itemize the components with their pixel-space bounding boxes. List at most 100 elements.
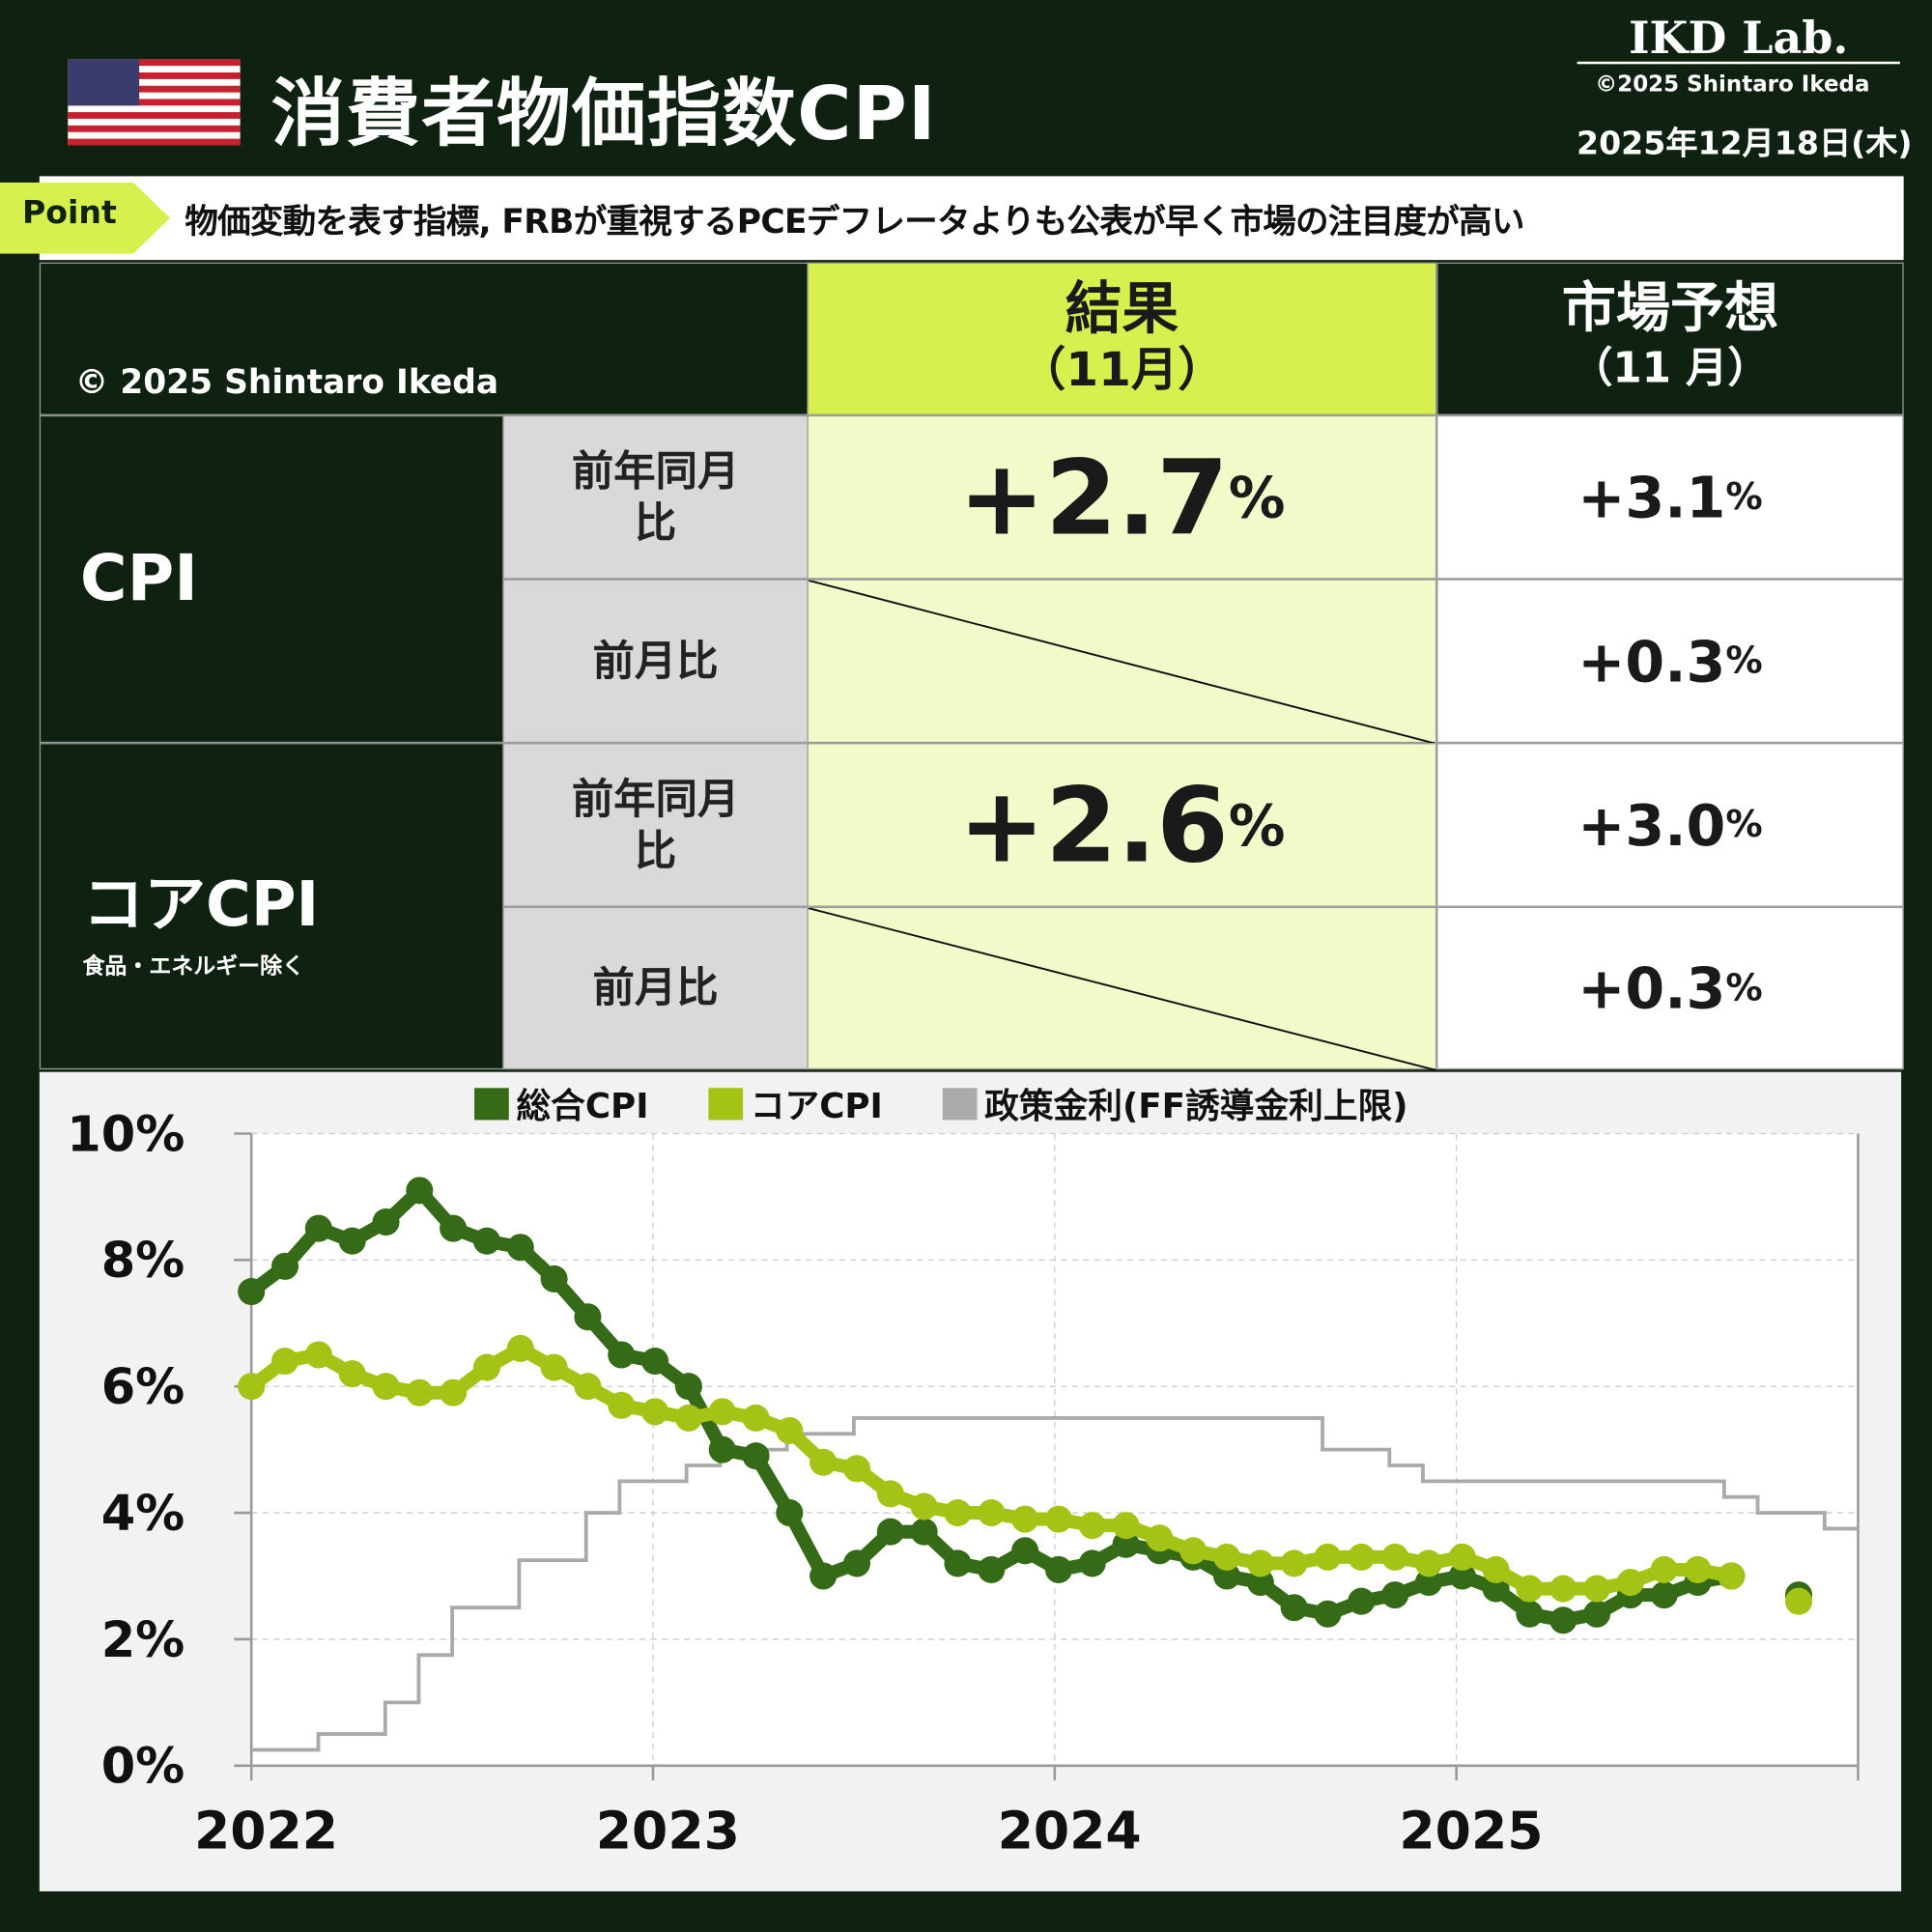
cpi-yoy-result-value: +2.7 (958, 437, 1229, 558)
release-date: 2025年12月18日(木) (1577, 126, 1913, 163)
cpi-yoy-label: 前年同月比 (502, 414, 809, 580)
core-cpi-point (372, 1373, 400, 1401)
headline-cpi-point (742, 1442, 770, 1470)
x-tick-label: 2025 (1399, 1800, 1543, 1861)
headline-cpi-point (238, 1278, 266, 1306)
headline-cpi-point (1448, 1562, 1476, 1590)
diagonal-line (808, 580, 1438, 745)
headline-cpi-point (1246, 1569, 1274, 1597)
core-cpi-point (1482, 1555, 1510, 1583)
headline-cpi-point (1414, 1569, 1442, 1597)
core-cpi-point (1044, 1505, 1072, 1533)
headline-cpi-point (1482, 1575, 1510, 1603)
headline-cpi-point (708, 1435, 736, 1463)
unit: % (1725, 803, 1763, 847)
core-cpi-point (978, 1499, 1006, 1527)
core-cpi-point (1616, 1569, 1644, 1597)
core-cpi-point (1414, 1549, 1442, 1577)
core-yoy-forecast-value: +3.0 (1577, 791, 1726, 859)
us-flag-icon (68, 59, 241, 146)
core-cpi-point (540, 1353, 568, 1381)
core-mom-result-empty (807, 906, 1438, 1071)
headline-cpi-point (842, 1549, 871, 1577)
core-cpi-point (1718, 1562, 1746, 1590)
result-header-sub: （11月） (1018, 342, 1225, 397)
y-tick-label: 8% (101, 1233, 185, 1290)
x-tick-label: 2024 (998, 1800, 1142, 1861)
cpi-mom-label: 前月比 (502, 579, 809, 744)
core-cpi-point (708, 1398, 736, 1426)
x-tick-label: 2022 (194, 1800, 338, 1861)
headline-cpi-point (910, 1518, 938, 1546)
core-cpi-point (1784, 1587, 1813, 1615)
core-cpi-point (1650, 1555, 1678, 1583)
headline-cpi-point (608, 1341, 636, 1369)
result-header-label: 結果 (1065, 274, 1179, 342)
headline-cpi-point (674, 1373, 702, 1401)
core-mom-forecast-value: +0.3 (1577, 954, 1726, 1022)
x-tick-label: 2023 (596, 1800, 740, 1861)
legend-label: 政策金利(FF誘導金利上限) (984, 1087, 1407, 1126)
core-cpi-point (810, 1448, 838, 1476)
core-cpi-point (1348, 1543, 1376, 1571)
y-tick-label: 0% (101, 1739, 185, 1796)
headline-cpi-point (1516, 1600, 1544, 1628)
cpi-mom-forecast: +0.3% (1436, 579, 1904, 744)
core-group-label: コアCPI 食品・エネルギー除く (39, 743, 504, 1070)
headline-cpi-point (776, 1499, 804, 1527)
cpi-mom-result-empty (807, 579, 1438, 745)
headline-cpi-point (1583, 1600, 1611, 1628)
headline-cpi-point (1348, 1587, 1376, 1615)
unit: % (1228, 464, 1286, 531)
headline-cpi-point (810, 1562, 838, 1590)
core-yoy-result-value: +2.6 (958, 764, 1229, 886)
legend-label: 総合CPI (516, 1087, 648, 1126)
core-cpi-point (1112, 1512, 1140, 1540)
core-cpi-point (1078, 1512, 1106, 1540)
core-cpi-point (641, 1398, 669, 1426)
result-header: 結果 （11月） (807, 262, 1437, 415)
core-cpi-point (776, 1416, 804, 1445)
headline-cpi-point (876, 1518, 904, 1546)
core-yoy-result: +2.6% (807, 743, 1437, 907)
headline-cpi-point (574, 1303, 602, 1331)
headline-cpi-point (472, 1227, 500, 1255)
cpi-mom-forecast-value: +0.3 (1577, 627, 1726, 695)
core-cpi-point (1212, 1543, 1241, 1571)
headline-cpi-point (641, 1347, 669, 1376)
headline-cpi-point (270, 1252, 299, 1280)
core-cpi-point (506, 1334, 534, 1362)
core-cpi-point (608, 1391, 636, 1419)
point-text: 物価変動を表す指標, FRBが重視するPCEデフレータよりも公表が早く市場の注目… (185, 203, 1524, 242)
point-bar (39, 176, 1904, 261)
y-tick-label: 4% (101, 1486, 185, 1543)
core-cpi-point (1448, 1543, 1476, 1571)
headline-cpi-point (440, 1214, 468, 1242)
unit: % (1725, 475, 1763, 519)
diagonal-line (808, 908, 1438, 1071)
core-cpi-point (574, 1373, 602, 1401)
point-tag: Point (0, 182, 171, 254)
headline-cpi-point (1212, 1562, 1241, 1590)
legend-swatch (708, 1088, 744, 1121)
headline-cpi-point (304, 1214, 332, 1242)
core-cpi-point (1549, 1575, 1577, 1603)
forecast-header-sub: （11 月） (1571, 343, 1770, 393)
headline-cpi-point (406, 1177, 434, 1205)
y-tick-label: 10% (67, 1106, 185, 1163)
y-tick-label: 6% (101, 1359, 185, 1416)
core-cpi-point (1381, 1543, 1409, 1571)
core-mom-forecast: +0.3% (1436, 906, 1904, 1070)
core-cpi-point (1684, 1555, 1712, 1583)
headline-cpi-point (1549, 1606, 1577, 1634)
core-cpi-point (1516, 1575, 1544, 1603)
core-yoy-label: 前年同月比 (502, 743, 809, 907)
headline-cpi-point (978, 1555, 1006, 1583)
cpi-yoy-forecast-value: +3.1 (1577, 464, 1726, 531)
core-group-sub: 食品・エネルギー除く (82, 953, 305, 980)
unit: % (1725, 966, 1763, 1010)
core-cpi-point (238, 1373, 266, 1401)
cpi-group-label: CPI (39, 414, 504, 744)
core-cpi-point (1146, 1524, 1174, 1552)
